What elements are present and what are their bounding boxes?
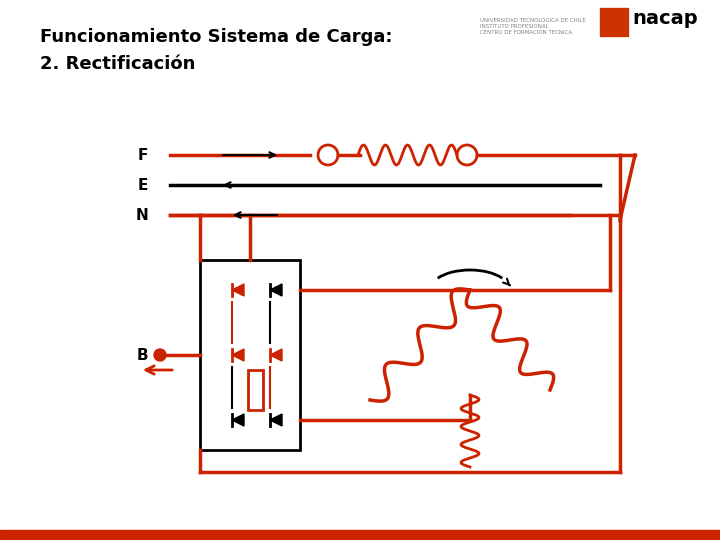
Text: nacap: nacap bbox=[632, 9, 698, 28]
Text: F: F bbox=[138, 147, 148, 163]
Text: N: N bbox=[135, 207, 148, 222]
Polygon shape bbox=[270, 284, 282, 296]
Polygon shape bbox=[232, 349, 244, 361]
Polygon shape bbox=[232, 284, 244, 296]
Bar bbox=[200, 260, 300, 450]
Bar bbox=[600, 8, 628, 36]
Text: 2. Rectificación: 2. Rectificación bbox=[40, 55, 195, 73]
Text: Funcionamiento Sistema de Carga:: Funcionamiento Sistema de Carga: bbox=[40, 28, 392, 46]
Bar bbox=[248, 370, 263, 410]
Polygon shape bbox=[232, 414, 244, 426]
Text: UNIVERSIDAD TECNOLOGICA DE CHILE
INSTITUTO PROFESIONAL
CENTRO DE FORMACION TECNI: UNIVERSIDAD TECNOLOGICA DE CHILE INSTITU… bbox=[480, 18, 586, 35]
Polygon shape bbox=[270, 349, 282, 361]
Bar bbox=[0, 530, 720, 540]
Circle shape bbox=[154, 349, 166, 361]
Text: E: E bbox=[138, 178, 148, 192]
Polygon shape bbox=[270, 414, 282, 426]
Text: B: B bbox=[136, 348, 148, 362]
